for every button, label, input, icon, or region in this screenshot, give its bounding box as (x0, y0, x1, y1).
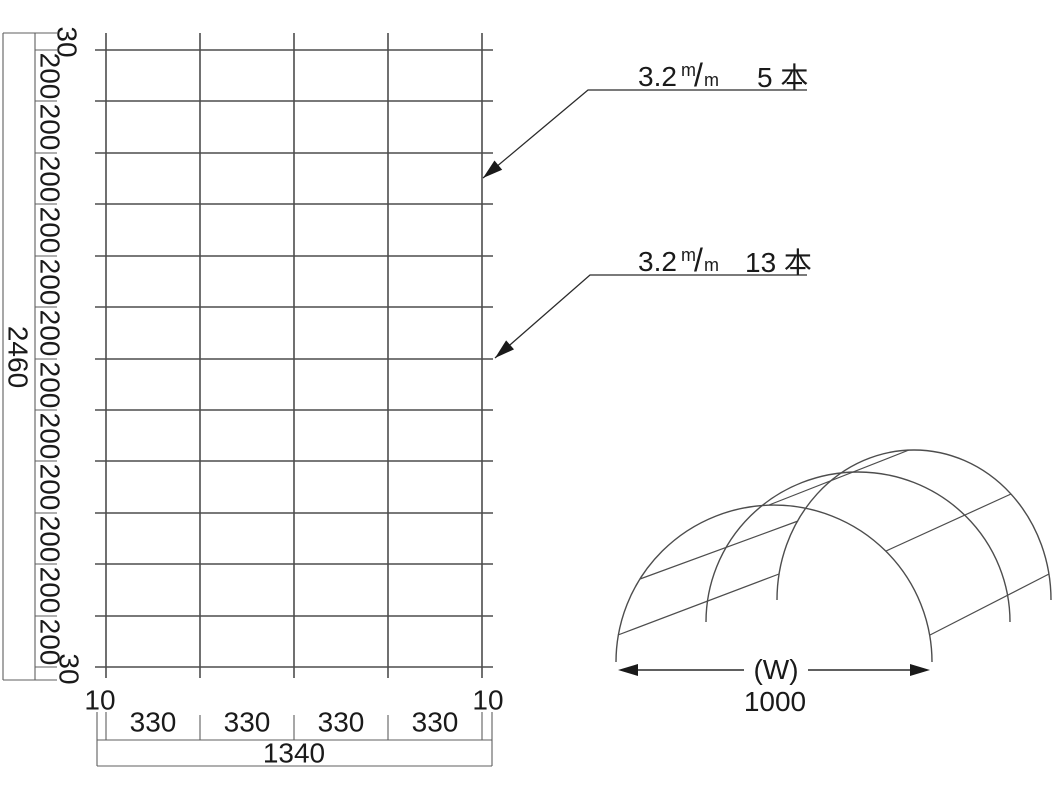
width-value-label: 1000 (744, 686, 806, 717)
unit-denominator: m (704, 70, 719, 90)
tunnel-stringer (929, 573, 1050, 636)
tunnel-sketch: (W) 1000 (615, 449, 1052, 717)
segment-label-330: 330 (412, 707, 459, 738)
tunnel-width-dimension: (W) 1000 (618, 654, 930, 717)
segment-label-200: 200 (35, 104, 66, 151)
annotation-vertical-wires: 3.2 m / m 5 本 (482, 57, 808, 179)
left-margin-label: 10 (84, 685, 115, 716)
segment-label-200: 200 (35, 362, 66, 409)
total-width-label: 1340 (263, 738, 325, 769)
total-height-label: 2460 (3, 326, 34, 388)
unit-numerator: m (681, 60, 696, 80)
leader-line (494, 274, 807, 359)
segment-label-200: 200 (35, 53, 66, 100)
leader-line (482, 89, 807, 179)
top-margin-label: 30 (52, 26, 83, 57)
tunnel-arch-middle (705, 471, 1011, 623)
wire-diameter-label: 3.2 (638, 246, 677, 277)
segment-label-200: 200 (35, 413, 66, 460)
bottom-margin-label: 30 (54, 653, 85, 684)
right-margin-label: 10 (472, 685, 503, 716)
segment-label-330: 330 (130, 707, 177, 738)
segment-label-200: 200 (35, 619, 66, 666)
wire-count-label: 13 本 (745, 247, 812, 278)
unit-denominator: m (704, 255, 719, 275)
segment-label-200: 200 (35, 464, 66, 511)
tunnel-stringer (639, 520, 799, 580)
arrowhead-right-icon (910, 664, 930, 676)
segment-label-330: 330 (224, 707, 271, 738)
annotation-horizontal-wires: 3.2 m / m 13 本 (494, 242, 812, 359)
segment-label-200: 200 (35, 259, 66, 306)
unit-slash: / (694, 242, 703, 278)
arrowhead-left-icon (618, 664, 638, 676)
tunnel-stringer (617, 573, 780, 636)
width-symbol-label: (W) (753, 654, 798, 685)
segment-label-200: 200 (35, 567, 66, 614)
tunnel-stringer (768, 449, 910, 506)
left-dimension-chain: 30 200 200 200 200 200 200 200 200 200 2… (2, 26, 85, 685)
segment-label-200: 200 (35, 310, 66, 357)
wire-diameter-label: 3.2 (638, 61, 677, 92)
segment-label-330: 330 (318, 707, 365, 738)
segment-label-200: 200 (35, 207, 66, 254)
segment-label-200: 200 (35, 156, 66, 203)
tunnel-arch-front (615, 504, 933, 663)
bottom-dimension-chain: 10 10 330 330 330 330 1340 (84, 685, 503, 769)
unit-numerator: m (681, 245, 696, 265)
tunnel-stringer (885, 493, 1012, 552)
wire-mesh-grid (95, 33, 493, 678)
tunnel-arch-back (776, 449, 1052, 601)
segment-label-200: 200 (35, 516, 66, 563)
unit-slash: / (694, 57, 703, 93)
wire-count-label: 5 本 (757, 62, 808, 93)
